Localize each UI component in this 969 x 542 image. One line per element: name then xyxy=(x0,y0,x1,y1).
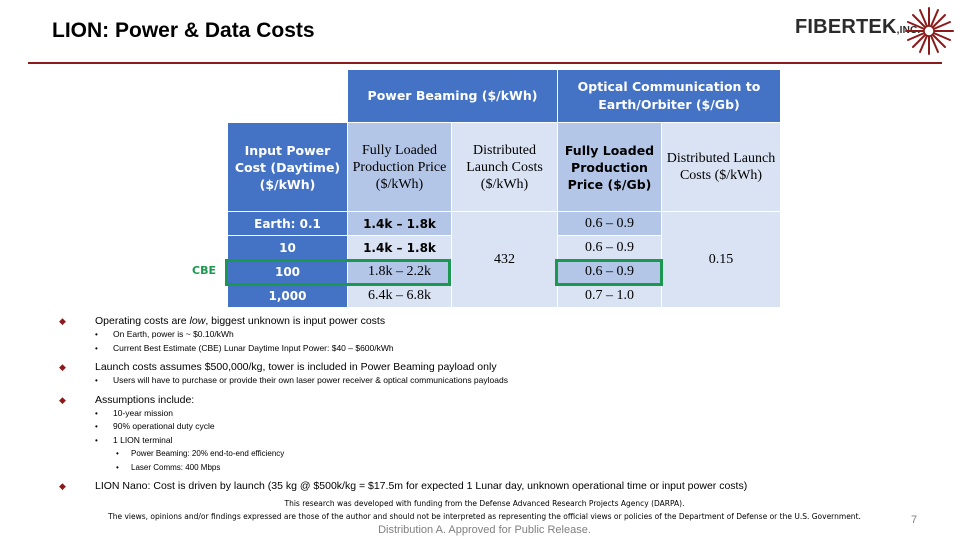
power-price-cell: 1.4k – 1.8k xyxy=(347,235,452,260)
sub-bullet: • 10-year mission xyxy=(58,407,938,421)
table-row: 10 1.4k – 1.8k 0.6 – 0.9 xyxy=(227,235,781,260)
optical-price-cell: 0.6 – 0.9 xyxy=(557,259,662,284)
optical-price-cell: 0.6 – 0.9 xyxy=(557,235,662,260)
power-price-header: Fully Loaded Production Price ($/kWh) xyxy=(347,122,452,212)
bullet-assumptions: ◆ Assumptions include: xyxy=(59,393,195,406)
input-cost-cell: 1,000 xyxy=(227,283,348,308)
power-launch-header: Distributed Launch Costs ($/kWh) xyxy=(451,122,558,212)
sub-sub-bullet: • Power Beaming: 20% end-to-end efficienc… xyxy=(58,447,938,461)
diamond-bullet-icon: ◆ xyxy=(59,362,66,372)
diamond-bullet-icon: ◆ xyxy=(59,316,66,326)
cbe-highlight-power xyxy=(225,259,451,286)
diamond-bullet-icon: ◆ xyxy=(59,481,66,491)
sub-bullet: • 90% operational duty cycle xyxy=(58,420,938,434)
optical-comm-header: Optical Communication to Earth/Orbiter (… xyxy=(557,69,781,123)
power-price-cell: 6.4k – 6.8k xyxy=(347,283,452,308)
optical-launch-header: Distributed Launch Costs ($/kWh) xyxy=(661,122,781,212)
dot-bullet-icon: • xyxy=(95,343,98,353)
sub-bullet: • Users will have to purchase or provide … xyxy=(58,374,938,388)
input-cost-cell: 10 xyxy=(227,235,348,260)
company-logo: FIBERTEK,INC. xyxy=(795,6,955,56)
sub-bullet: • On Earth, power is ~ $0.10/kWh xyxy=(58,328,938,342)
cbe-label: CBE xyxy=(192,264,216,277)
bullet-lion-nano: ◆ LION Nano: Cost is driven by launch (35… xyxy=(59,480,748,492)
starburst-icon xyxy=(905,7,954,55)
cbe-highlight-optical xyxy=(555,259,663,286)
power-launch-cost: 432 xyxy=(451,211,558,308)
input-cost-cell: 100 xyxy=(227,259,348,284)
sub-bullet: • 1 LION terminal xyxy=(58,434,938,448)
dot-bullet-icon: • xyxy=(116,462,119,472)
title-divider xyxy=(28,62,942,64)
table-row: Earth: 0.1 1.4k – 1.8k 432 0.6 – 0.9 0.1… xyxy=(227,211,781,308)
logo-text: FIBERTEK xyxy=(795,16,897,38)
dot-bullet-icon: • xyxy=(95,422,98,431)
disclaimer: The views, opinions and/or findings expr… xyxy=(108,512,861,521)
page-number: 7 xyxy=(911,514,918,526)
dot-bullet-icon: • xyxy=(95,330,98,339)
distribution-statement: Distribution A. Approved for Public Rele… xyxy=(378,524,591,536)
corner-blank xyxy=(227,69,348,123)
bullet-launch-costs: ◆ Launch costs assumes $500,000/kg, tower… xyxy=(59,361,497,373)
sub-sub-bullet: • Laser Comms: 400 Mbps xyxy=(58,461,938,475)
bullet-list: ◆ Operating costs are low, biggest unknow… xyxy=(58,315,938,493)
slide-title: LION: Power & Data Costs xyxy=(52,19,315,42)
optical-price-cell: 0.7 – 1.0 xyxy=(557,283,662,308)
cost-table: Power Beaming ($/kWh) Optical Communicat… xyxy=(227,69,781,308)
dot-bullet-icon: • xyxy=(95,435,98,445)
table-row: 1,000 6.4k – 6.8k 0.7 – 1.0 xyxy=(227,283,781,308)
input-power-header: Input Power Cost (Daytime) ($/kWh) xyxy=(227,122,348,212)
sub-bullet: • Current Best Estimate (CBE) Lunar Dayti… xyxy=(58,342,938,356)
dot-bullet-icon: • xyxy=(95,408,98,418)
optical-launch-cost: 0.15 xyxy=(661,211,781,308)
optical-price-cell: 0.6 – 0.9 xyxy=(557,211,662,236)
diamond-bullet-icon: ◆ xyxy=(59,394,66,405)
bullet-operating-costs: ◆ Operating costs are low, biggest unknow… xyxy=(59,315,386,327)
dot-bullet-icon: • xyxy=(95,376,98,385)
dot-bullet-icon: • xyxy=(116,449,119,458)
input-cost-cell: Earth: 0.1 xyxy=(227,211,348,236)
power-beaming-header: Power Beaming ($/kWh) xyxy=(347,69,558,123)
funding-notice: This research was developed with funding… xyxy=(284,499,685,508)
optical-price-header: Fully Loaded Production Price ($/Gb) xyxy=(557,122,662,212)
power-price-cell: 1.4k – 1.8k xyxy=(347,211,452,236)
logo-wordmark: FIBERTEK,INC. xyxy=(795,16,920,39)
